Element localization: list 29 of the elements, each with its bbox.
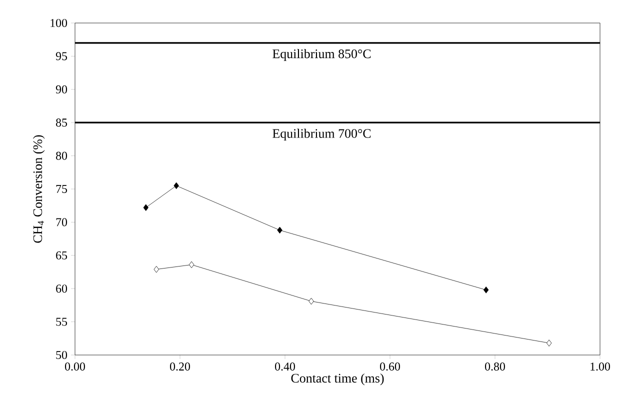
point xyxy=(277,226,282,234)
x-tick-label: 0.80 xyxy=(484,362,506,371)
y-tick-label: 90 xyxy=(56,85,68,94)
point xyxy=(174,182,179,190)
point xyxy=(188,261,194,268)
point xyxy=(546,340,552,346)
ref-line-label: Equilibrium 850°C xyxy=(272,49,371,61)
ref-line-label: Equilibrium 700°C xyxy=(272,128,371,141)
y-tick-label: 50 xyxy=(56,350,68,360)
y-tick-label: 65 xyxy=(56,251,68,260)
y-tick-label: 70 xyxy=(56,218,68,226)
point xyxy=(483,286,489,294)
x-tick-label: 0.20 xyxy=(170,362,190,371)
x-axis-title: Contact time (ms) xyxy=(291,373,384,386)
point xyxy=(154,266,159,273)
y-tick-label: 100 xyxy=(50,18,68,28)
y-tick-label: 55 xyxy=(56,318,68,326)
x-tick-label: 0.00 xyxy=(64,362,85,371)
x-tick-label: 0.40 xyxy=(274,362,295,371)
y-tick-label: 80 xyxy=(56,152,68,160)
y-tick-label: 85 xyxy=(56,118,68,127)
y-axis-title: CH$_{4}$ Conversion (%) xyxy=(32,135,45,243)
y-tick-label: 75 xyxy=(56,185,68,193)
y-tick-label: 95 xyxy=(56,52,68,60)
x-tick-label: 0.60 xyxy=(380,362,400,371)
point xyxy=(308,298,314,305)
y-tick-label: 60 xyxy=(56,284,68,293)
x-tick-label: 1.00 xyxy=(590,362,610,371)
point xyxy=(143,204,148,211)
